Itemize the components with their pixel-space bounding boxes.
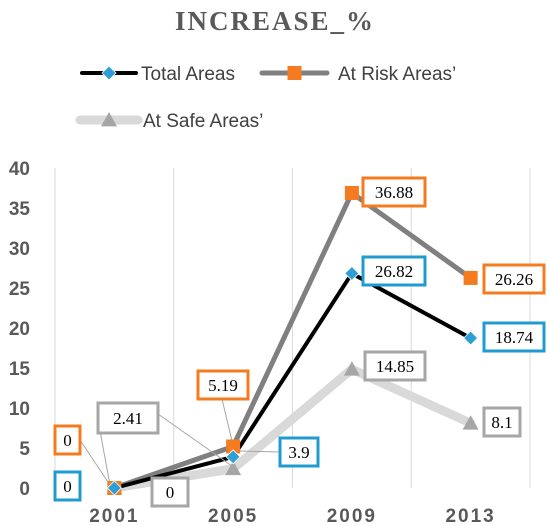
series-line xyxy=(111,190,474,491)
data-label-box xyxy=(96,401,160,435)
data-point-triangle xyxy=(343,361,360,376)
series-line xyxy=(112,271,473,490)
data-point-square xyxy=(344,185,359,200)
leader-line xyxy=(79,439,111,486)
leader-line xyxy=(157,413,233,467)
y-tick-label: 10 xyxy=(9,399,30,420)
data-label: 26.26 xyxy=(495,270,533,289)
data-label-box xyxy=(150,476,190,508)
data-label-box xyxy=(278,436,320,468)
data-point-diamond xyxy=(463,330,479,346)
legend-marker-square xyxy=(287,66,302,80)
data-labels: 0 3.9 26.82 18.74 0 5.19 36.88 26.26 0 2.41 14.85 8… xyxy=(53,176,546,508)
x-tick-label: 2013 xyxy=(445,506,495,526)
data-label: 18.74 xyxy=(495,328,534,347)
legend-label: Total Areas xyxy=(141,64,235,85)
data-label: 0 xyxy=(63,477,72,496)
legend-marker-diamond xyxy=(101,65,117,81)
data-point-diamond xyxy=(225,449,241,465)
data-label: 0 xyxy=(63,431,72,450)
x-axis-ticks: 2001 2005 2009 2013 xyxy=(89,506,495,526)
leader-line xyxy=(239,450,281,453)
data-label-box xyxy=(363,350,427,382)
legend-label: At Risk Areas’ xyxy=(338,64,456,85)
data-label: 14.85 xyxy=(376,357,414,376)
y-tick-label: 0 xyxy=(19,479,30,500)
data-label: 5.19 xyxy=(208,376,238,395)
data-point-triangle xyxy=(225,460,242,476)
data-label: 26.82 xyxy=(375,262,413,281)
y-axis-ticks: 0 5 10 15 20 25 30 35 40 xyxy=(9,159,31,500)
data-label-box xyxy=(53,424,82,456)
y-tick-label: 35 xyxy=(9,199,31,220)
chart-title: INCREASE_% xyxy=(175,6,375,36)
data-point-square xyxy=(226,439,241,454)
data-label-box xyxy=(361,176,427,208)
x-tick-label: 2001 xyxy=(89,506,139,526)
data-label-box xyxy=(482,321,546,353)
data-label-box xyxy=(361,255,427,287)
data-point-triangle xyxy=(462,415,479,430)
data-label-box xyxy=(482,406,522,438)
y-tick-label: 5 xyxy=(19,439,30,460)
data-label-box xyxy=(53,470,82,502)
data-label: 36.88 xyxy=(375,183,413,202)
series-markers xyxy=(106,185,479,496)
y-tick-label: 25 xyxy=(9,279,31,300)
data-point-diamond xyxy=(344,265,360,282)
data-label: 2.41 xyxy=(113,409,143,428)
data-point-square xyxy=(463,270,478,285)
y-tick-label: 30 xyxy=(9,239,30,260)
data-label: 3.9 xyxy=(288,443,309,462)
data-point-diamond xyxy=(106,480,122,496)
y-tick-label: 40 xyxy=(9,159,30,180)
data-label: 8.1 xyxy=(491,413,512,432)
leader-line xyxy=(221,398,233,442)
legend-marker-triangle xyxy=(101,112,117,127)
x-tick-label: 2009 xyxy=(327,506,377,526)
data-label-box xyxy=(482,263,546,295)
y-tick-label: 20 xyxy=(9,319,30,340)
legend: Total Areas At Risk Areas’ At Safe Areas’ xyxy=(75,64,456,132)
x-tick-label: 2005 xyxy=(208,506,258,526)
y-tick-label: 15 xyxy=(9,359,31,380)
data-label-box xyxy=(196,369,250,401)
data-label: 0 xyxy=(166,483,175,502)
legend-label: At Safe Areas’ xyxy=(143,111,263,132)
